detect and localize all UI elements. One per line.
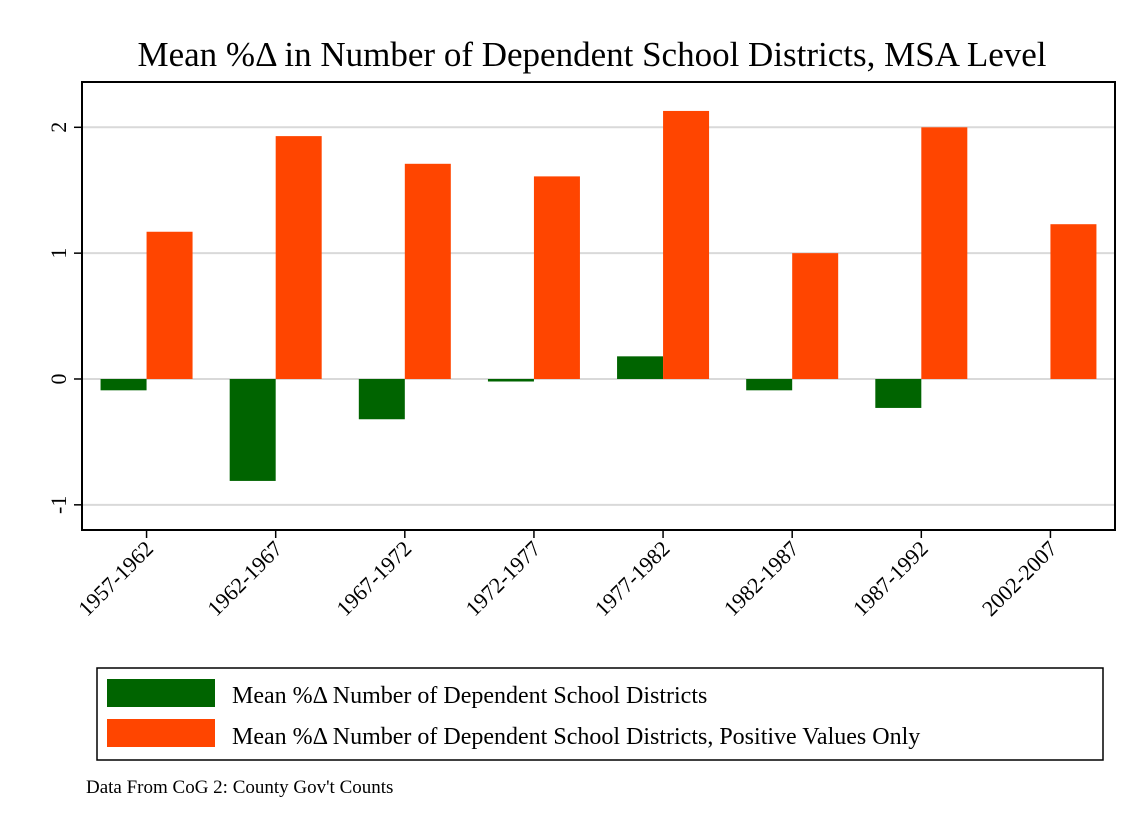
bar-positive-only — [1050, 224, 1097, 379]
y-tick-label: 0 — [46, 373, 71, 384]
x-tick-label: 1987-1992 — [848, 536, 933, 621]
y-tick-label: 2 — [46, 122, 71, 133]
plot-area: -1 0 1 2 1957-1962 1962-1967 1967-1972 1972-197… — [46, 81, 1116, 621]
bar-dependent — [487, 378, 534, 382]
legend-swatch-dependent — [107, 679, 215, 707]
x-tick-label: 1977-1982 — [590, 536, 675, 621]
legend-label-dependent: Mean %Δ Number of Dependent School Distr… — [232, 683, 707, 709]
y-tick-label: -1 — [46, 496, 71, 514]
x-tick-label: 1957-1962 — [73, 536, 158, 621]
bar-dependent — [229, 378, 276, 481]
plot-frame — [81, 81, 1116, 531]
x-tick-label: 1967-1972 — [331, 536, 416, 621]
bar-dependent — [617, 356, 664, 379]
y-tick-label: 1 — [46, 248, 71, 259]
bar-dependent — [875, 378, 922, 408]
bar-positive-only — [792, 253, 839, 379]
legend-label-positive-only: Mean %Δ Number of Dependent School Distr… — [232, 724, 920, 750]
legend-swatch-positive-only — [107, 719, 215, 747]
legend-box — [96, 667, 1104, 761]
x-tick-label: 2002-2007 — [977, 536, 1062, 621]
x-tick-label: 1972-1977 — [460, 536, 545, 621]
bar-dependent — [358, 378, 405, 420]
x-tick-label: 1982-1987 — [719, 536, 804, 621]
bar-positive-only — [275, 136, 322, 379]
bar-positive-only — [404, 163, 451, 379]
bar-positive-only — [663, 110, 710, 379]
bar-positive-only — [921, 127, 968, 379]
chart-title: Mean %Δ in Number of Dependent School Di… — [137, 35, 1046, 74]
bar-dependent — [100, 378, 147, 391]
bar-positive-only — [146, 231, 193, 379]
x-tick-label: 1962-1967 — [202, 536, 287, 621]
source-note: Data From CoG 2: County Gov't Counts — [86, 777, 393, 798]
bar-positive-only — [533, 176, 580, 379]
bar-dependent — [746, 378, 793, 391]
legend: Mean %Δ Number of Dependent School Distr… — [96, 667, 1104, 761]
